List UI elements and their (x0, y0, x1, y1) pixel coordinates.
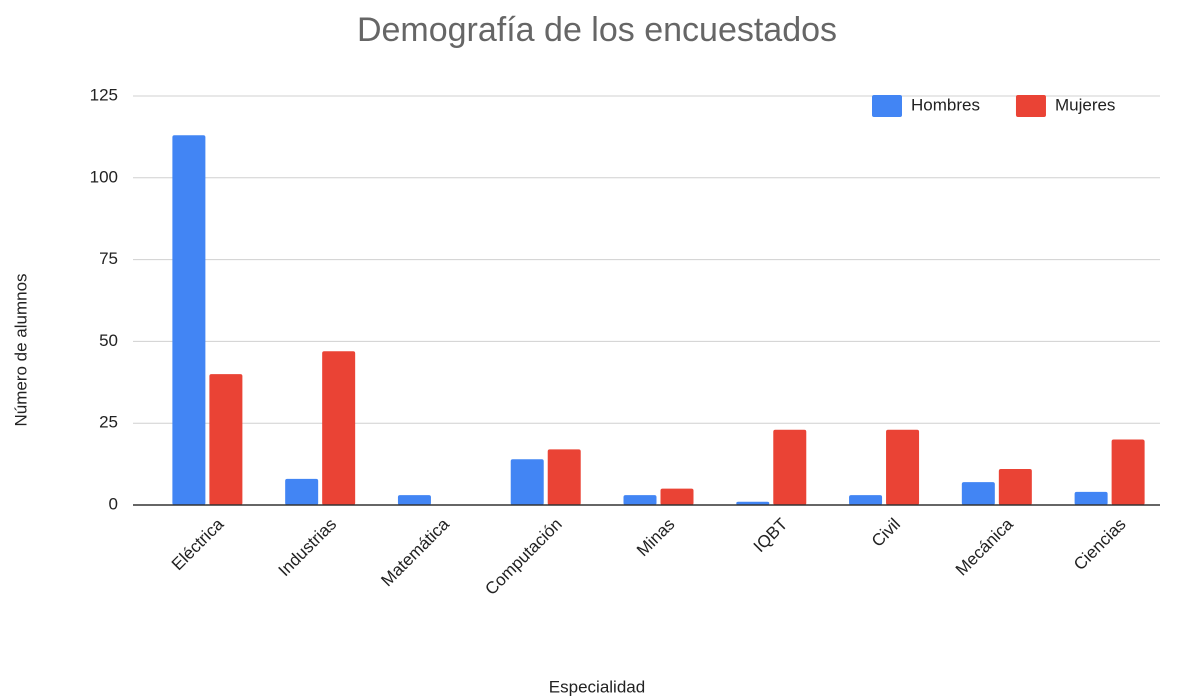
y-tick-label: 125 (90, 85, 118, 104)
bar (961, 482, 995, 505)
bar (623, 495, 657, 505)
y-axis-label: Número de alumnos (11, 273, 30, 426)
x-tick-label: Ciencias (1070, 515, 1130, 575)
x-tick-label: Minas (633, 515, 679, 561)
chart-title: Demografía de los encuestados (357, 11, 837, 49)
legend-label: Hombres (911, 95, 980, 114)
x-tick-label: Computación (481, 515, 565, 599)
bar (547, 449, 581, 505)
bar (736, 501, 770, 505)
bar (886, 429, 920, 505)
bar (849, 495, 883, 505)
legend-swatch (872, 95, 902, 117)
x-tick-label: Civil (868, 515, 904, 551)
bar (660, 488, 694, 505)
bar (172, 135, 206, 505)
bar (322, 351, 356, 505)
y-tick-label: 100 (90, 167, 118, 186)
x-tick-label: Industrias (275, 515, 341, 581)
y-tick-label: 75 (99, 249, 118, 268)
x-tick-label: Matemática (377, 514, 453, 590)
legend-swatch (1015, 95, 1046, 117)
x-axis-label: Especialidad (549, 677, 645, 696)
bar (397, 495, 431, 505)
legend-label: Mujeres (1055, 95, 1115, 114)
bar (285, 478, 319, 505)
bar (510, 459, 544, 505)
y-tick-label: 50 (99, 331, 118, 350)
x-tick-label: Eléctrica (168, 514, 228, 574)
x-tick-label: IQBT (750, 515, 791, 556)
bar (773, 429, 807, 505)
bar (1074, 491, 1108, 505)
bar (1111, 439, 1145, 505)
y-tick-label: 25 (99, 413, 118, 432)
y-tick-label: 0 (109, 494, 118, 513)
bar (209, 374, 243, 505)
x-tick-label: Mecánica (952, 514, 1017, 579)
bar (998, 469, 1032, 505)
